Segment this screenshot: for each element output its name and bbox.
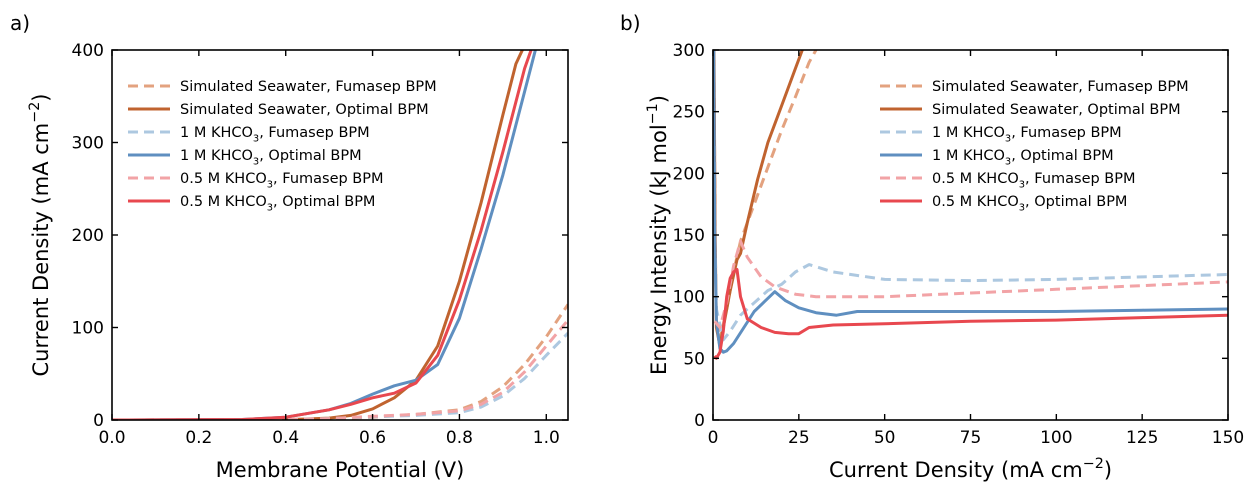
legend-entry: 1 M KHCO3, Optimal BPM (932, 148, 1114, 167)
panel-b-line-chart: 0 25 50 75 100 125 150 0 50 100 150 200 250 300 Curren… (620, 11, 1244, 482)
x-tick-label: 0.4 (272, 428, 299, 448)
series-line-a-3 (112, 332, 568, 420)
legend-entry: 0.5 M KHCO3, Optimal BPM (932, 194, 1127, 213)
legend-entry: Simulated Seawater, Fumasep BPM (180, 79, 437, 95)
series-lines (713, 50, 1228, 360)
panel-a-line-chart: 0.0 0.2 0.4 0.6 0.8 1.0 0 100 200 300 400 Membrane … (10, 11, 569, 482)
x-axis-label: Current Density (mA cm−2) (829, 456, 1112, 482)
legend-entry: 1 M KHCO3, Fumasep BPM (180, 125, 370, 144)
y-tick-label: 300 (673, 41, 705, 61)
x-tick-label: 0.8 (446, 428, 473, 448)
y-tick-label: 250 (673, 103, 705, 123)
series-line-a-5 (112, 319, 568, 420)
x-tick-label: 100 (1040, 428, 1072, 448)
legend-entry: Simulated Seawater, Fumasep BPM (932, 79, 1189, 95)
legend-entry: 1 M KHCO3, Fumasep BPM (932, 125, 1122, 144)
series-line-b-5 (713, 239, 1228, 329)
x-axis-label: Membrane Potential (V) (216, 458, 465, 482)
y-axis-label: Current Density (mA cm−2) (27, 93, 53, 376)
series-line-a-6 (112, 50, 533, 420)
x-tick-label: 125 (1126, 428, 1158, 448)
y-tick-label: 50 (683, 349, 705, 369)
legend: Simulated Seawater, Fumasep BPM Simulated… (128, 79, 437, 213)
y-tick-label: 150 (673, 226, 705, 246)
x-tick-label: 0.6 (359, 428, 386, 448)
x-tick-label: 150 (1212, 428, 1244, 448)
y-tick-label: 100 (673, 288, 705, 308)
series-lines (112, 50, 568, 420)
series-line-b-6 (713, 268, 1228, 360)
y-tick-label: 0 (694, 411, 705, 431)
x-tick-label: 1.0 (533, 428, 560, 448)
x-tick-label: 75 (960, 428, 982, 448)
legend-entry: 0.5 M KHCO3, Optimal BPM (180, 194, 375, 213)
series-line-b-3 (713, 50, 1228, 342)
x-tick-label: 0.0 (98, 428, 125, 448)
legend-entry: Simulated Seawater, Optimal BPM (180, 102, 429, 118)
y-tick-label: 200 (72, 226, 104, 246)
legend-entry: 0.5 M KHCO3, Fumasep BPM (180, 171, 384, 190)
x-tick-label: 25 (788, 428, 810, 448)
legend-entry: 1 M KHCO3, Optimal BPM (180, 148, 362, 167)
y-tick-label: 300 (72, 134, 104, 154)
panel-label: b) (620, 11, 641, 35)
panel-label: a) (10, 11, 30, 35)
y-axis-label: Energy Intensity (kJ mol−1) (645, 95, 671, 375)
y-tick-label: 400 (72, 41, 104, 61)
series-line-a-1 (112, 303, 568, 420)
legend: Simulated Seawater, Fumasep BPM Simulated… (880, 79, 1189, 213)
y-tick-label: 0 (93, 411, 104, 431)
y-tick-label: 200 (673, 164, 705, 184)
legend-entry: 0.5 M KHCO3, Fumasep BPM (932, 171, 1136, 190)
y-tick-label: 100 (72, 319, 104, 339)
x-tick-label: 50 (874, 428, 896, 448)
x-tick-label: 0.2 (185, 428, 212, 448)
legend-entry: Simulated Seawater, Optimal BPM (932, 102, 1181, 118)
x-tick-label: 0 (708, 428, 719, 448)
